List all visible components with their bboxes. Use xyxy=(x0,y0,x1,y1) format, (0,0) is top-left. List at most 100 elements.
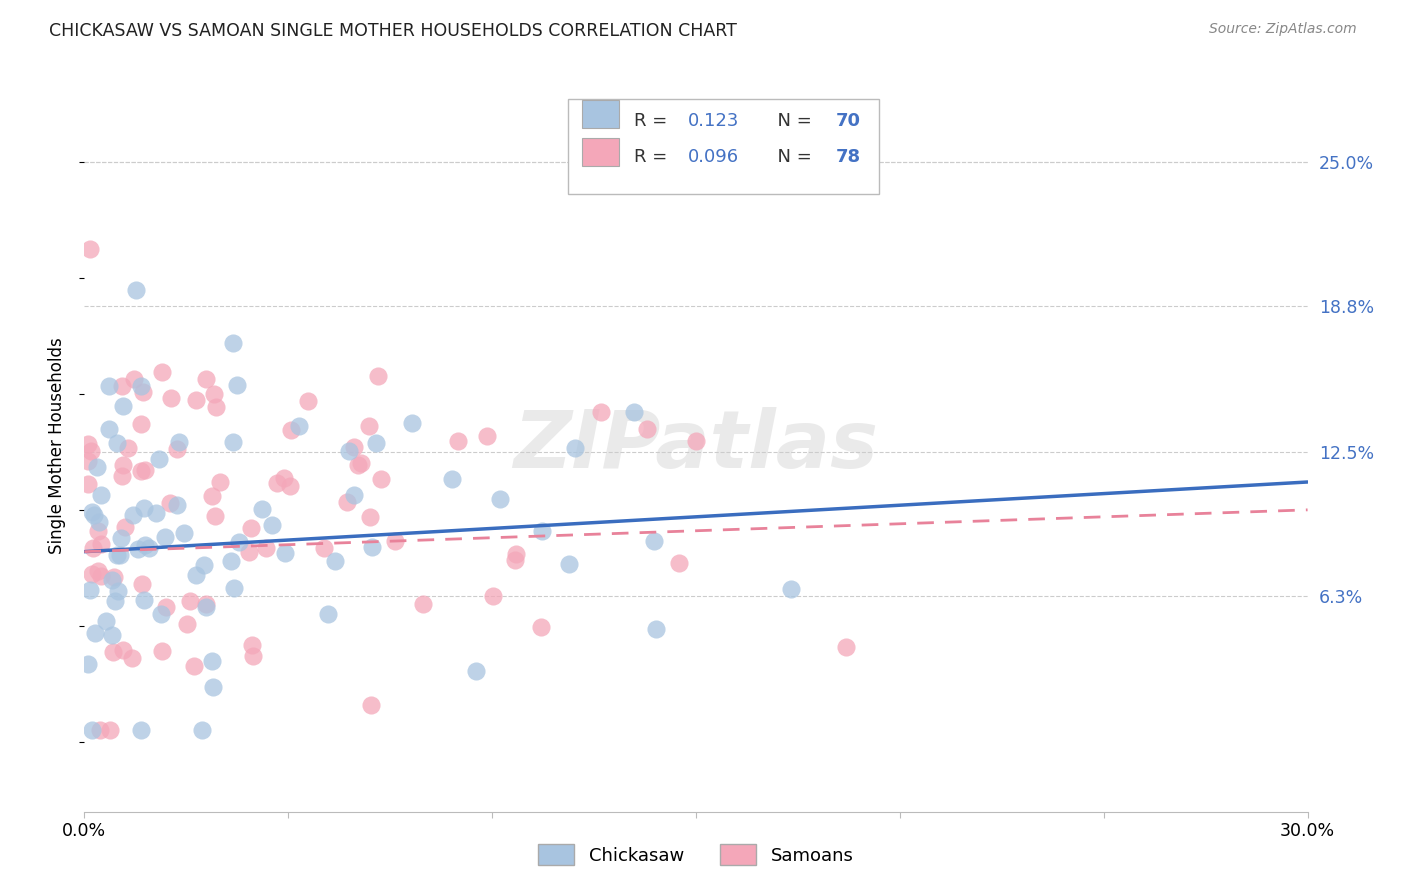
Point xyxy=(132,384,155,399)
Point xyxy=(112,643,135,657)
Point xyxy=(112,399,135,413)
Point xyxy=(636,422,658,436)
Point xyxy=(111,469,134,483)
Point xyxy=(184,568,207,582)
Point xyxy=(312,541,335,555)
Point xyxy=(193,558,215,572)
Point xyxy=(77,454,100,468)
Point xyxy=(131,576,153,591)
Point xyxy=(835,640,858,654)
Text: ZIPatlas: ZIPatlas xyxy=(513,407,879,485)
Point xyxy=(108,548,131,562)
Point xyxy=(194,597,217,611)
Point xyxy=(361,541,384,555)
Point xyxy=(132,500,155,515)
Point xyxy=(447,434,470,449)
Point xyxy=(359,419,381,434)
Text: N =: N = xyxy=(766,148,817,166)
Point xyxy=(104,594,127,608)
Point xyxy=(250,502,273,516)
Point xyxy=(94,614,117,628)
Point xyxy=(89,515,111,529)
Point xyxy=(204,509,226,524)
Point xyxy=(90,537,112,551)
Point xyxy=(477,429,499,443)
Point xyxy=(240,638,263,652)
Point xyxy=(224,581,246,595)
Point xyxy=(77,657,100,672)
Point xyxy=(90,569,112,583)
Point xyxy=(82,541,104,555)
Point xyxy=(412,597,434,611)
Point xyxy=(98,422,121,436)
Point xyxy=(643,534,665,549)
Point xyxy=(112,458,135,473)
Point xyxy=(98,723,121,738)
Point xyxy=(166,442,188,457)
Point xyxy=(77,437,100,451)
Point xyxy=(166,498,188,512)
Point xyxy=(155,599,177,614)
Point xyxy=(145,506,167,520)
Point xyxy=(101,645,124,659)
Point xyxy=(384,534,406,549)
Text: Source: ZipAtlas.com: Source: ZipAtlas.com xyxy=(1209,22,1357,37)
Point xyxy=(79,242,101,256)
Point xyxy=(114,519,136,533)
Point xyxy=(359,510,381,524)
Point xyxy=(623,405,645,419)
Point xyxy=(87,524,110,538)
Point xyxy=(179,594,201,608)
Point xyxy=(254,541,277,555)
Point xyxy=(134,463,156,477)
Point xyxy=(125,284,148,298)
Point xyxy=(150,365,173,379)
Point xyxy=(82,566,104,581)
Text: 70: 70 xyxy=(835,112,860,129)
Point xyxy=(242,648,264,663)
Point xyxy=(105,548,128,562)
Point xyxy=(89,723,111,738)
Point xyxy=(262,518,284,533)
Point xyxy=(323,554,346,568)
Point xyxy=(107,583,129,598)
Point xyxy=(129,723,152,738)
Point xyxy=(347,458,370,473)
Point xyxy=(274,546,297,560)
Point xyxy=(129,379,152,393)
Text: CHICKASAW VS SAMOAN SINGLE MOTHER HOUSEHOLDS CORRELATION CHART: CHICKASAW VS SAMOAN SINGLE MOTHER HOUSEH… xyxy=(49,22,737,40)
Point xyxy=(644,623,666,637)
Point xyxy=(558,557,581,571)
Point xyxy=(83,508,105,522)
Point xyxy=(79,583,101,598)
Y-axis label: Single Mother Households: Single Mother Households xyxy=(48,338,66,554)
Point xyxy=(222,434,245,449)
Point xyxy=(132,593,155,607)
Point xyxy=(273,471,295,485)
Point xyxy=(278,479,301,493)
Point xyxy=(209,475,232,489)
Point xyxy=(530,524,553,538)
Point xyxy=(129,464,152,478)
Point xyxy=(367,369,389,384)
Text: R =: R = xyxy=(634,148,672,166)
Point xyxy=(564,441,586,455)
Point xyxy=(440,472,463,486)
Point xyxy=(121,651,143,665)
Point xyxy=(150,644,173,658)
Point xyxy=(101,573,124,587)
Point xyxy=(364,436,387,450)
Point xyxy=(110,531,132,545)
Point xyxy=(266,476,288,491)
FancyBboxPatch shape xyxy=(582,138,619,166)
Point xyxy=(82,505,104,519)
Point xyxy=(238,545,260,559)
Point xyxy=(530,620,553,634)
Point xyxy=(342,440,364,454)
Point xyxy=(225,377,247,392)
Point xyxy=(117,441,139,455)
Point xyxy=(160,391,183,405)
Point xyxy=(370,472,392,486)
Point xyxy=(84,625,107,640)
Point xyxy=(107,436,129,450)
